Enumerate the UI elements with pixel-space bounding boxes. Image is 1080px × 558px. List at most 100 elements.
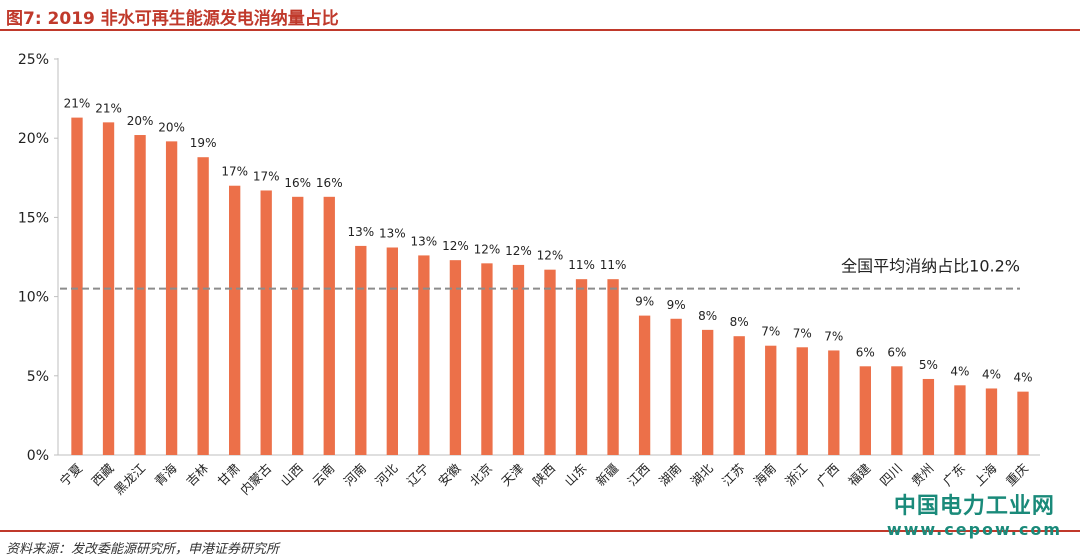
reference-layer: 全国平均消纳占比10.2% (60, 257, 1020, 290)
bar (891, 366, 903, 455)
bar (481, 263, 493, 455)
data-label: 19% (190, 136, 217, 150)
bar (449, 260, 462, 455)
y-tick-label: 5% (27, 369, 49, 385)
bar-layer (71, 117, 1029, 456)
x-tick-label: 贵州 (908, 461, 936, 489)
bar (512, 264, 525, 455)
x-tick-label: 河北 (372, 460, 401, 489)
bar (260, 190, 272, 456)
data-label: 13% (347, 225, 374, 239)
bar (733, 336, 745, 455)
y-tick-label: 15% (18, 210, 49, 226)
figure-header: 图7: 2019 非水可再生能源发电消纳量占比 (0, 0, 1080, 31)
data-label: 13% (379, 226, 406, 240)
x-tick-label: 宁夏 (57, 460, 86, 489)
bar (197, 157, 209, 455)
bar (355, 245, 367, 455)
data-label: 12% (505, 244, 532, 258)
x-tick-label: 江西 (624, 461, 652, 489)
x-tick-label: 青海 (151, 460, 180, 489)
y-tick-label: 10% (18, 290, 49, 306)
bar (165, 141, 178, 456)
data-label: 4% (1013, 371, 1032, 385)
data-label: 20% (127, 114, 154, 128)
y-tick-label: 20% (18, 131, 49, 147)
bar (134, 135, 146, 456)
y-tick-label: 0% (27, 448, 49, 464)
header-rule (0, 29, 1080, 31)
x-tick-label: 安徽 (435, 460, 464, 489)
data-label: 12% (474, 242, 501, 256)
x-tick-label: 吉林 (183, 460, 212, 489)
x-tick-label: 云南 (309, 461, 337, 489)
watermark-name: 中国电力工业网 (893, 494, 1055, 519)
figure-title: 图7: 2019 非水可再生能源发电消纳量占比 (6, 9, 339, 29)
bar (859, 366, 871, 455)
x-tick-label: 浙江 (782, 461, 810, 489)
data-label: 6% (887, 345, 906, 359)
bar (638, 315, 651, 455)
x-tick-label: 湖南 (656, 461, 684, 489)
data-label: 7% (824, 329, 843, 343)
bar (828, 350, 840, 455)
data-label: 11% (568, 258, 595, 272)
data-label: 5% (919, 358, 938, 372)
x-tick-label: 黑龙江 (111, 461, 148, 498)
x-tick-label: 海南 (751, 461, 779, 489)
x-tick-label: 天津 (498, 461, 526, 489)
x-tick-label: 内蒙古 (237, 461, 274, 498)
data-label: 21% (64, 97, 91, 111)
watermark: 中国电力工业网 www.cepow.com (887, 488, 1062, 539)
data-label: 20% (158, 120, 185, 134)
x-tick-label: 广西 (814, 461, 842, 489)
bar (575, 279, 588, 455)
bar (796, 347, 808, 455)
bar (702, 329, 714, 455)
bar (954, 385, 966, 455)
x-tick-label: 江苏 (719, 461, 747, 489)
bar (985, 388, 998, 455)
x-tick-label: 辽宁 (404, 461, 432, 489)
data-label: 8% (730, 315, 749, 329)
y-tick-label: 25% (18, 52, 49, 68)
x-tick-label: 山东 (561, 461, 589, 489)
data-label: 21% (95, 101, 122, 115)
data-label: 8% (698, 309, 717, 323)
data-label: 4% (950, 364, 969, 378)
x-tick-label: 上海 (971, 460, 1000, 489)
data-label: 12% (537, 249, 564, 263)
bar (418, 255, 430, 455)
bar (229, 185, 241, 455)
watermark-url: www.cepow.com (886, 520, 1062, 539)
x-tick-label: 四川 (877, 461, 905, 489)
data-label: 12% (442, 239, 469, 253)
bar (670, 318, 682, 455)
source-note: 资料来源：发改委能源研究所，申港证券研究所 (6, 542, 280, 557)
data-label: 16% (316, 176, 343, 190)
bar (71, 117, 83, 455)
data-label: 17% (253, 169, 280, 183)
bar (292, 196, 304, 456)
data-label: 9% (635, 295, 654, 309)
x-tick-label: 陕西 (530, 461, 558, 489)
footer-rule (0, 530, 1080, 532)
data-label: 13% (411, 234, 438, 248)
data-label: 7% (793, 326, 812, 340)
bar (1017, 391, 1029, 455)
bar (607, 279, 619, 455)
axis-layer: 0% 5% 10% 15% 20% 25% (18, 52, 1040, 464)
bar-chart: 0%5%10%15%20%25% 21%宁夏21%西藏20%黑龙江20%青海19… (18, 52, 1040, 498)
x-tick-label: 北京 (467, 461, 495, 489)
x-tick-label: 河南 (341, 461, 369, 489)
average-line-label: 全国平均消纳占比10.2% (841, 257, 1020, 276)
x-tick-label: 广东 (940, 461, 968, 489)
x-tick-label: 重庆 (1003, 460, 1032, 489)
data-label: 7% (761, 325, 780, 339)
data-label: 16% (284, 176, 311, 190)
x-tick-label: 新疆 (593, 461, 621, 489)
data-label: 9% (667, 298, 686, 312)
bar (922, 378, 935, 455)
x-tick-label: 福建 (845, 460, 874, 489)
data-label: 4% (982, 367, 1001, 381)
